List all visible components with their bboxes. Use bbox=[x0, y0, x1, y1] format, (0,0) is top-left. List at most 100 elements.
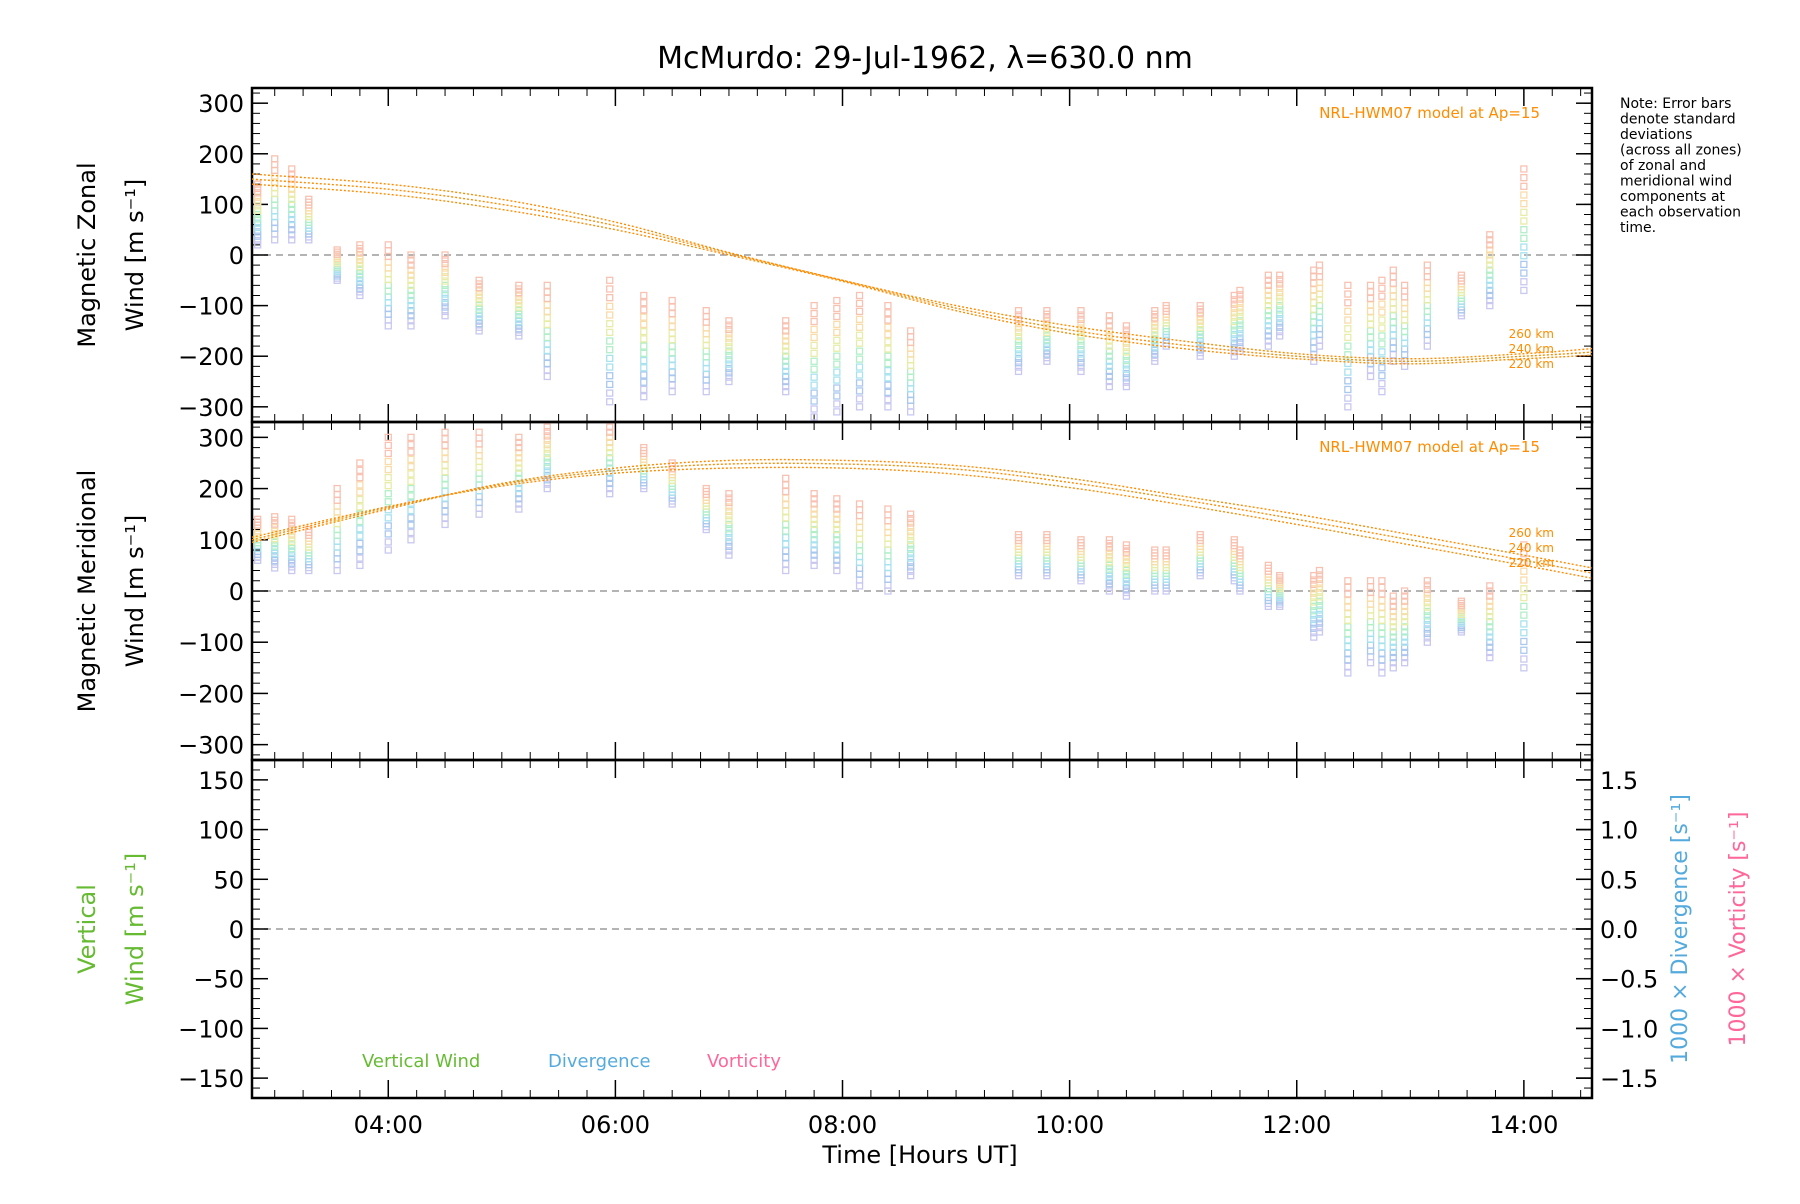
observation-square bbox=[725, 373, 733, 381]
observation-square bbox=[884, 374, 892, 382]
observation-square bbox=[441, 507, 449, 515]
observation-square bbox=[1344, 583, 1352, 591]
right-y-tick-label: 1.0 bbox=[1600, 817, 1638, 845]
observation-square bbox=[1389, 292, 1397, 300]
observation-square bbox=[515, 490, 523, 498]
observation-square bbox=[855, 535, 864, 543]
observation-bar bbox=[305, 195, 313, 244]
observation-square bbox=[1423, 634, 1431, 642]
observation-square bbox=[288, 563, 296, 571]
observation-square bbox=[1486, 628, 1494, 636]
observation-square bbox=[271, 538, 279, 546]
observation-bar bbox=[702, 307, 710, 396]
model-altitude-label: 240 km bbox=[1509, 541, 1554, 555]
observation-square bbox=[1344, 662, 1352, 671]
observation-square bbox=[1344, 656, 1352, 664]
model-altitude-label: 220 km bbox=[1509, 357, 1554, 371]
observation-square bbox=[833, 500, 841, 508]
observation-bar bbox=[271, 155, 279, 244]
observation-square bbox=[1122, 566, 1131, 575]
observation-square bbox=[1423, 284, 1431, 292]
observation-square bbox=[1014, 324, 1023, 332]
observation-square bbox=[1389, 344, 1397, 352]
observation-square bbox=[725, 507, 733, 515]
observation-bar bbox=[1423, 577, 1431, 646]
observation-square bbox=[1366, 288, 1375, 296]
observation-square bbox=[906, 528, 915, 536]
observation-square bbox=[333, 276, 341, 284]
observation-square bbox=[833, 376, 841, 384]
observation-square bbox=[543, 462, 551, 471]
observation-square bbox=[1400, 316, 1409, 324]
observation-square bbox=[668, 316, 676, 324]
observation-square bbox=[384, 498, 392, 506]
observation-square bbox=[254, 232, 262, 240]
observation-square bbox=[1457, 615, 1466, 623]
note-line: components at bbox=[1620, 189, 1726, 205]
observation-square bbox=[884, 505, 892, 513]
observation-square bbox=[1276, 301, 1284, 310]
observation-square bbox=[1344, 290, 1352, 298]
observation-square bbox=[1276, 602, 1284, 611]
observation-square bbox=[515, 449, 523, 457]
observation-square bbox=[1043, 531, 1051, 539]
observation-square bbox=[1389, 612, 1397, 621]
observation-square bbox=[1486, 246, 1494, 254]
observation-square bbox=[1423, 301, 1431, 310]
note-line: time. bbox=[1620, 220, 1656, 236]
observation-square bbox=[640, 327, 648, 336]
observation-square bbox=[855, 558, 864, 567]
observation-square bbox=[1400, 281, 1409, 290]
observation-square bbox=[333, 543, 341, 551]
observation-square bbox=[333, 490, 341, 499]
observation-square bbox=[543, 372, 551, 381]
observation-square bbox=[1457, 621, 1466, 630]
observation-square bbox=[1276, 271, 1284, 279]
observation-square bbox=[333, 537, 341, 545]
y-tick-label: 0 bbox=[229, 916, 244, 944]
observation-square bbox=[906, 408, 915, 416]
observation-square bbox=[833, 520, 841, 529]
observation-square bbox=[906, 558, 915, 567]
observation-square bbox=[1366, 612, 1375, 620]
observation-square bbox=[1077, 536, 1085, 544]
observation-square bbox=[855, 299, 864, 308]
observation-bar bbox=[475, 276, 483, 335]
observation-square bbox=[288, 519, 296, 527]
observation-square bbox=[1105, 317, 1114, 325]
observation-square bbox=[810, 515, 818, 523]
observation-square bbox=[810, 505, 818, 513]
observation-square bbox=[384, 275, 392, 284]
observation-square bbox=[640, 364, 648, 372]
observation-square bbox=[441, 307, 449, 316]
observation-square bbox=[1344, 342, 1352, 350]
observation-square bbox=[1315, 610, 1324, 619]
observation-square bbox=[441, 294, 449, 303]
observation-square bbox=[1457, 601, 1466, 610]
legend-entry: Vertical Wind bbox=[362, 1051, 480, 1072]
observation-square bbox=[1400, 653, 1409, 662]
observation-square bbox=[640, 313, 648, 321]
observation-bar bbox=[1236, 286, 1244, 355]
observation-square bbox=[810, 541, 818, 549]
observation-square bbox=[1389, 633, 1397, 641]
observation-square bbox=[543, 366, 551, 374]
observation-square bbox=[1315, 575, 1324, 583]
observation-square bbox=[606, 294, 614, 302]
observation-square bbox=[407, 296, 415, 305]
observation-bar bbox=[1077, 536, 1085, 585]
observation-square bbox=[333, 484, 341, 493]
right-y-tick-label: 0.0 bbox=[1600, 916, 1638, 944]
observation-square bbox=[271, 236, 279, 244]
observation-square bbox=[475, 276, 483, 284]
observation-square bbox=[1520, 217, 1528, 225]
observation-square bbox=[1400, 327, 1409, 336]
observation-square bbox=[906, 385, 915, 393]
observation-square bbox=[515, 454, 523, 462]
observation-square bbox=[1389, 286, 1397, 294]
observation-square bbox=[906, 344, 915, 352]
observation-square bbox=[475, 504, 483, 512]
observation-square bbox=[1105, 362, 1114, 370]
observation-square bbox=[543, 454, 551, 462]
